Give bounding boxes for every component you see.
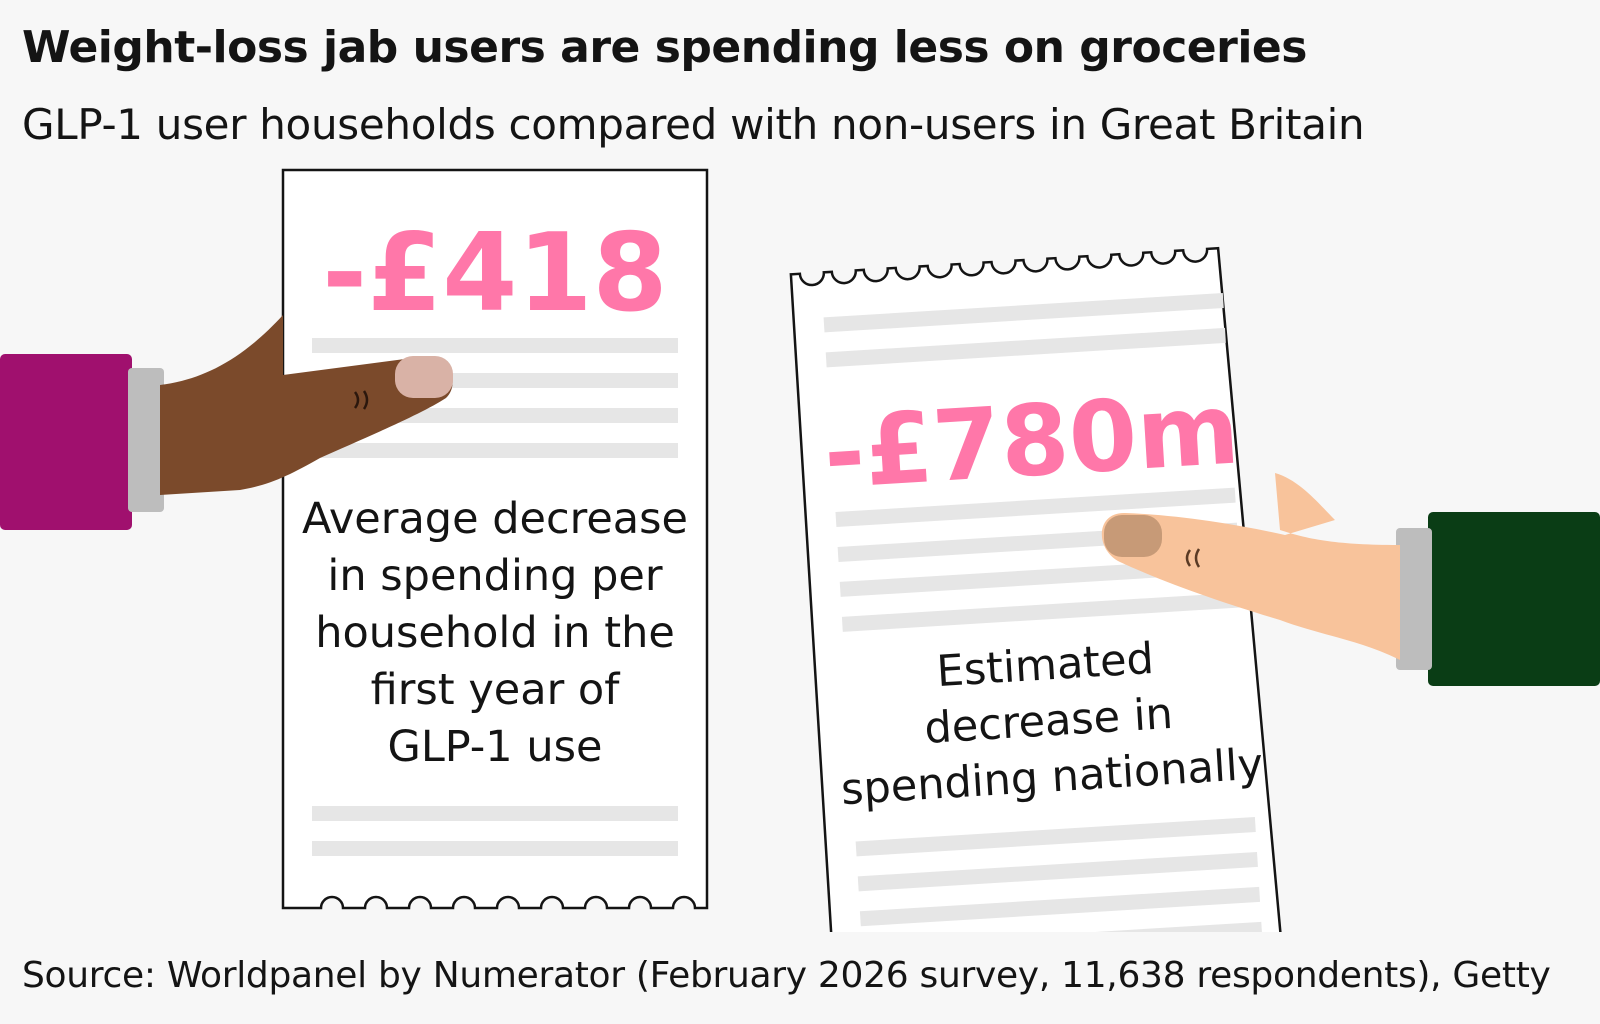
right-cuff [1396,528,1432,670]
chart-subtitle: GLP-1 user households compared with non-… [22,100,1365,149]
left-knuckle-lines [353,390,369,410]
right-knuckle-lines [1185,548,1201,568]
right-receipt: -£780m Estimated decrease in spending na… [789,246,1287,1015]
left-hand [0,315,453,530]
left-receipt-paper [281,168,709,910]
left-cuff [128,368,164,512]
left-caption-line: in spending per [327,551,662,601]
source-note: Source: Worldpanel by Numerator (Februar… [22,955,1551,996]
right-receipt-paper [789,246,1287,1015]
left-caption-line: GLP-1 use [388,722,603,772]
right-sleeve [1428,512,1600,686]
left-caption: Average decrease in spending per househo… [302,494,688,772]
right-figure: -£780m [821,372,1243,511]
right-thumbnail [1104,515,1162,557]
left-caption-line: first year of [371,665,621,715]
chart-title: Weight-loss jab users are spending less … [22,22,1307,73]
left-receipt: -£418 Average decrease in spending per h… [281,168,709,910]
right-hand [1101,473,1600,686]
left-caption-line: household in the [315,608,675,658]
left-thumbnail [395,356,453,398]
left-palm [160,315,453,495]
left-sleeve [0,354,132,530]
left-caption-line: Average decrease [302,494,688,544]
left-figure: -£418 [322,211,667,336]
right-palm [1101,473,1400,660]
